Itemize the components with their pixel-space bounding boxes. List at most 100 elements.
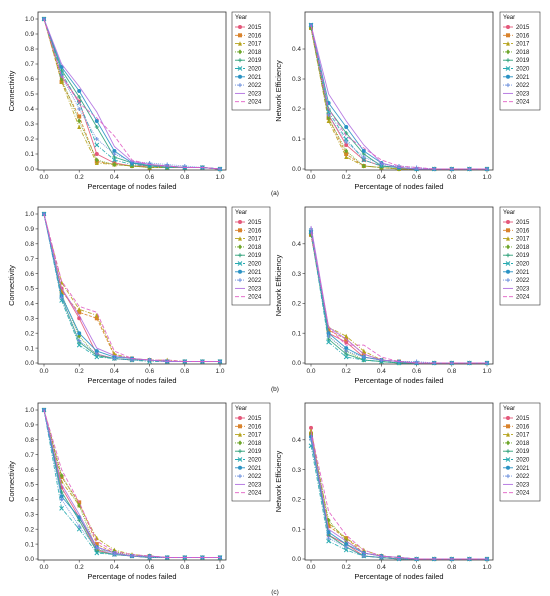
data-point — [112, 356, 117, 361]
data-point — [361, 149, 366, 153]
y-tick-label: 0.0 — [25, 360, 34, 367]
y-tick-label: 0.3 — [292, 76, 301, 83]
legend-entry-2015: 2015 — [248, 416, 262, 422]
legend-marker-2021 — [238, 74, 242, 79]
y-tick-label: 1.0 — [25, 16, 34, 23]
y-tick-label: 1.0 — [25, 211, 34, 218]
legend-marker-2021 — [506, 269, 510, 274]
legend-entry-2023: 2023 — [516, 482, 530, 488]
y-tick-label: 0.6 — [25, 467, 34, 474]
series-line-2016 — [43, 18, 221, 170]
data-point — [112, 162, 117, 167]
legend-entry-2020: 2020 — [516, 67, 530, 73]
y-tick-label: 0.3 — [25, 316, 34, 323]
x-tick-label: 0.4 — [377, 368, 386, 375]
series-2024 — [43, 18, 221, 170]
legend-marker-2019 — [506, 58, 510, 63]
legend-entry-2019: 2019 — [516, 58, 530, 64]
series-line-2024 — [310, 231, 487, 364]
x-tick-label: 0.2 — [342, 174, 351, 181]
legend-title: Year — [235, 406, 247, 412]
x-tick-label: 0.8 — [447, 564, 456, 571]
data-point — [76, 526, 82, 532]
legend-marker-2020 — [237, 261, 243, 266]
data-point — [59, 479, 64, 484]
x-tick-label: 1.0 — [482, 564, 491, 571]
data-point — [326, 334, 331, 339]
data-point — [94, 125, 99, 129]
legend-marker-2019 — [238, 253, 242, 258]
legend-entry-2020: 2020 — [516, 458, 530, 464]
legend-marker-2017 — [506, 41, 510, 46]
data-point — [59, 74, 64, 78]
x-tick-label: 0.4 — [110, 368, 119, 375]
y-axis-label: Network Efficiency — [274, 254, 283, 316]
panels: 0.0 0.2 0.4 0.6 0.8 1.0 0.0 0.1 0.2 0.3 0.4 0.5 0.6 0… — [7, 11, 541, 581]
legend-title: Year — [503, 210, 515, 216]
legend-entry-2016: 2016 — [516, 228, 530, 234]
y-tick-label: 0.1 — [292, 136, 301, 143]
y-tick-label: 0.1 — [25, 541, 34, 548]
data-point — [344, 152, 349, 156]
legend-entry-2023: 2023 — [248, 286, 262, 292]
legend-entry-2016: 2016 — [248, 33, 262, 39]
legend-entry-2020: 2020 — [248, 262, 262, 268]
y-tick-label: 0.2 — [25, 136, 34, 143]
legend-entry-2022: 2022 — [248, 278, 262, 284]
legend-marker-2018 — [238, 440, 242, 446]
series-line-2017 — [43, 18, 221, 170]
legend-entry-2024: 2024 — [248, 491, 262, 497]
chart-c-left: 0.0 0.2 0.4 0.6 0.8 1.0 0.0 0.1 0.2 0.3 0.4 0.5 0.6 0… — [7, 402, 271, 581]
legend-marker-2020 — [237, 457, 243, 462]
legend-marker-2015 — [238, 416, 242, 420]
plot-frame — [37, 206, 227, 365]
x-axis-label: Percentage of nodes failed — [87, 182, 176, 191]
data-point — [76, 342, 82, 348]
legend-entry-2020: 2020 — [248, 458, 262, 464]
x-tick-label: 0.6 — [145, 564, 154, 571]
y-tick-label: 0.8 — [25, 437, 34, 444]
y-tick-label: 0.8 — [25, 241, 34, 248]
x-axis-label: Percentage of nodes failed — [87, 572, 176, 581]
data-point — [94, 550, 100, 556]
legend-marker-2019 — [506, 449, 510, 454]
y-tick-label: 0.2 — [292, 497, 301, 504]
data-point — [326, 118, 331, 123]
series-line-2024 — [43, 409, 220, 558]
series-2024 — [310, 231, 487, 364]
data-point — [77, 107, 82, 111]
legend-entry-2023: 2023 — [248, 91, 262, 97]
legend-entry-2015: 2015 — [516, 25, 530, 31]
data-point — [326, 113, 331, 117]
legend-entry-2015: 2015 — [516, 416, 530, 422]
legend-marker-2020 — [505, 261, 511, 266]
series-line-2024 — [43, 18, 221, 170]
legend-marker-2020 — [505, 457, 511, 462]
legend-entry-2018: 2018 — [516, 441, 530, 447]
x-tick-label: 1.0 — [482, 368, 491, 375]
series-2023 — [310, 24, 487, 170]
legend-marker-2017 — [238, 41, 242, 46]
legend-entry-2022: 2022 — [516, 278, 530, 284]
y-tick-label: 0.3 — [25, 121, 34, 128]
data-point — [59, 473, 64, 479]
caption-b: (b) — [271, 386, 279, 393]
x-tick-label: 0.8 — [447, 174, 456, 181]
x-tick-label: 0.8 — [180, 564, 189, 571]
y-tick-label: 1.0 — [25, 407, 34, 414]
data-point — [77, 502, 82, 508]
x-tick-label: 0.8 — [180, 174, 189, 181]
y-tick-label: 0.9 — [25, 31, 34, 38]
data-point — [361, 355, 366, 360]
x-tick-label: 0.6 — [412, 564, 421, 571]
data-point — [94, 157, 99, 163]
legend-marker-2015 — [506, 25, 510, 29]
legend-entry-2022: 2022 — [516, 83, 530, 89]
y-tick-label: 0.3 — [25, 512, 34, 519]
legend-entry-2019: 2019 — [516, 449, 530, 455]
y-tick-label: 0.1 — [25, 151, 34, 158]
legend-marker-2021 — [238, 465, 242, 470]
y-tick-label: 0.1 — [292, 330, 301, 337]
